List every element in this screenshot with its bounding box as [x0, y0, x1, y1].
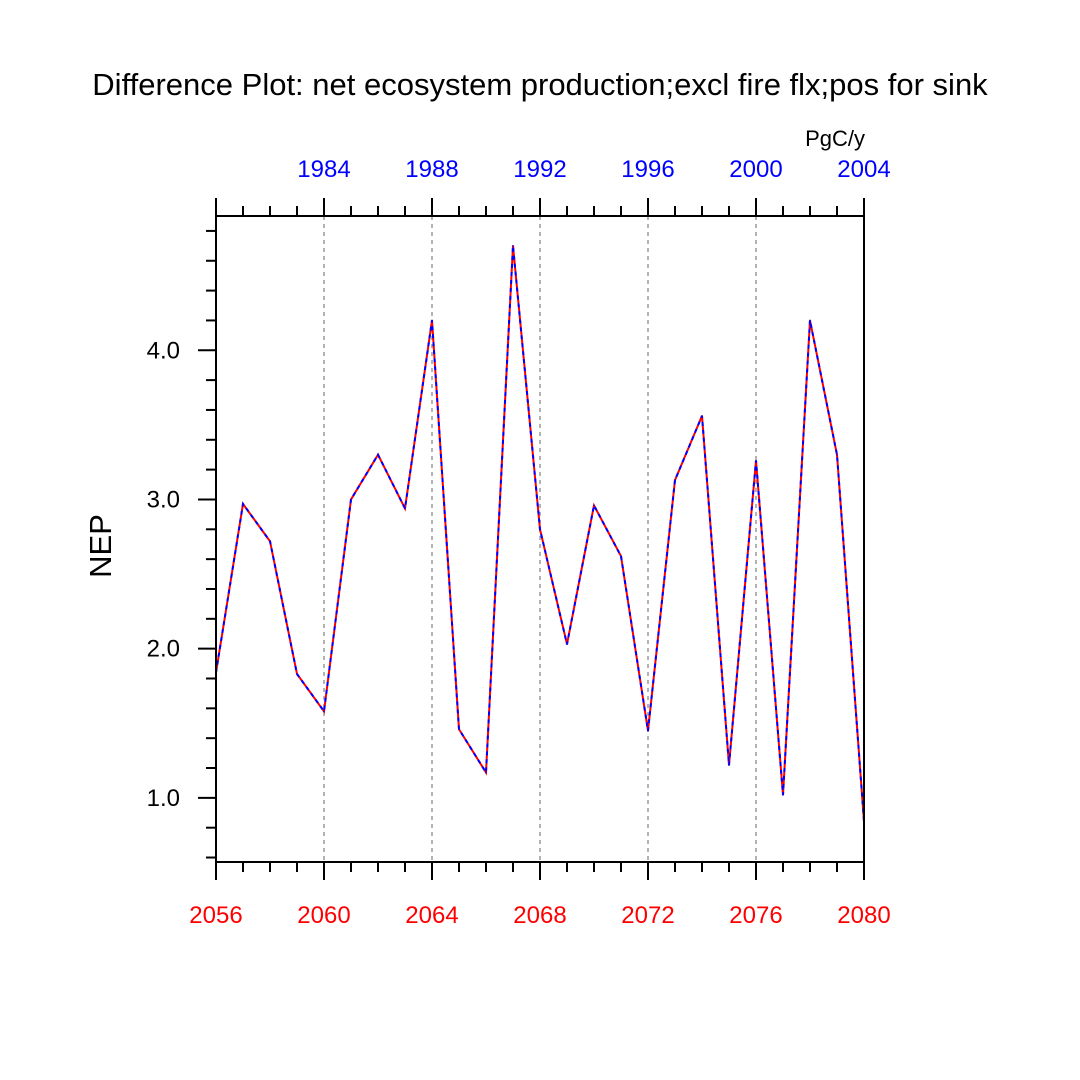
data-point-blue	[242, 503, 244, 505]
left-tick-label: 3.0	[147, 486, 180, 513]
bottom-tick-label: 2068	[513, 902, 566, 929]
data-point-blue	[809, 319, 811, 322]
data-point-blue	[566, 643, 568, 645]
top-tick-label: 1984	[297, 156, 350, 183]
data-point-blue	[755, 459, 757, 462]
top-tick-label: 1992	[513, 156, 566, 183]
left-tick-label: 2.0	[147, 636, 180, 663]
data-point-blue	[674, 479, 676, 481]
data-series	[215, 245, 865, 823]
series-line-red	[215, 245, 865, 822]
data-point-blue	[296, 673, 298, 675]
data-point-blue	[377, 453, 379, 456]
units-label: PgC/y	[805, 126, 865, 151]
data-point-blue	[323, 710, 325, 713]
data-point-blue	[512, 245, 514, 247]
data-point-blue	[431, 319, 433, 322]
top-tick-label: 1988	[405, 156, 458, 183]
tick-labels: 2056 2060 2064 2068 2072 2076 2080 1984 1988 1992…	[147, 156, 891, 929]
data-point-blue	[782, 794, 784, 796]
bottom-tick-label: 2080	[837, 902, 890, 929]
left-tick-label: 4.0	[147, 337, 180, 364]
bottom-tick-label: 2056	[189, 902, 242, 929]
bottom-tick-label: 2076	[729, 902, 782, 929]
data-point-blue	[404, 507, 406, 510]
data-point-blue	[701, 415, 703, 417]
series-line-blue	[215, 245, 865, 822]
data-point-blue	[593, 504, 595, 507]
data-point-blue	[350, 498, 352, 501]
data-point-blue	[836, 453, 838, 456]
y-axis-label: NEP	[83, 514, 118, 578]
grid-lines	[323, 216, 757, 862]
data-point-blue	[728, 764, 730, 766]
data-point-blue	[647, 729, 649, 732]
data-point-blue	[620, 555, 622, 557]
bottom-tick-label: 2064	[405, 902, 458, 929]
data-point-blue	[458, 728, 460, 731]
bottom-tick-label: 2060	[297, 902, 350, 929]
left-tick-label: 1.0	[147, 785, 180, 812]
top-tick-label: 1996	[621, 156, 674, 183]
data-point-blue	[269, 540, 271, 543]
top-tick-label: 2000	[729, 156, 782, 183]
top-tick-label: 2004	[837, 156, 890, 183]
axis-ticks	[198, 198, 865, 880]
chart-title: Difference Plot: net ecosystem productio…	[92, 67, 988, 102]
data-point-blue	[485, 771, 487, 774]
bottom-tick-label: 2072	[621, 902, 674, 929]
data-point-blue	[539, 528, 541, 531]
